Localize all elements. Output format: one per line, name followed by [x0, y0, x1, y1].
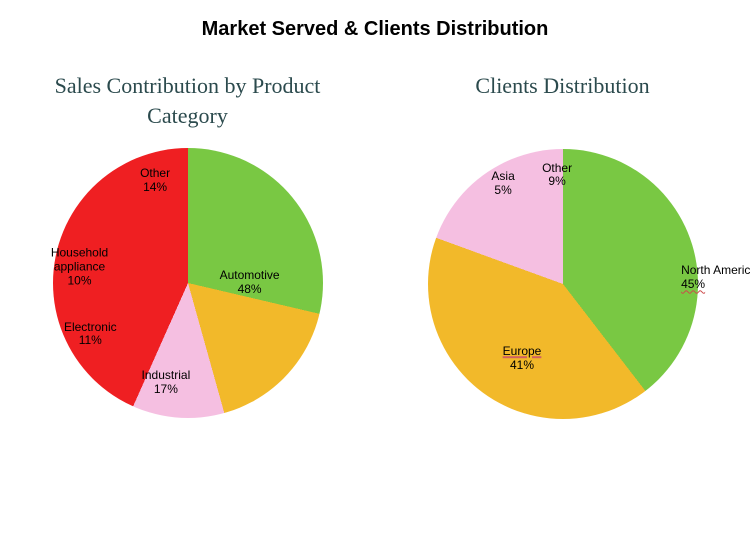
label-text: Asia	[491, 169, 514, 183]
clients-chart: Clients Distribution Other 9% North Amer…	[413, 71, 713, 419]
label-value: 11%	[64, 335, 117, 349]
sales-slice-household-label: Household appliance 10%	[50, 246, 110, 287]
charts-row: Sales Contribution by Product Category O…	[0, 71, 750, 419]
label-text: Household appliance	[50, 246, 110, 274]
label-text: Automotive	[220, 269, 280, 283]
label-text: Other	[542, 161, 572, 175]
label-text: Other	[140, 166, 170, 180]
label-value: 48%	[220, 283, 280, 297]
clients-slice-asia-label: Asia 5%	[491, 170, 514, 198]
clients-chart-title: Clients Distribution	[413, 71, 713, 101]
sales-slice-industrial-label: Industrial 17%	[142, 369, 191, 397]
label-text: Industrial	[142, 368, 191, 382]
sales-chart: Sales Contribution by Product Category O…	[38, 71, 338, 418]
label-text: North Americe	[681, 263, 750, 277]
clients-slice-europe-label: Europe 41%	[503, 345, 542, 373]
label-value: 5%	[491, 184, 514, 198]
label-text: Electronic	[64, 320, 117, 334]
label-value: 9%	[542, 176, 572, 190]
page-title: Market Served & Clients Distribution	[0, 18, 750, 41]
clients-slice-north-americe-label: North Americe 45%	[681, 264, 750, 292]
sales-slice-electronic-label: Electronic 11%	[64, 321, 117, 349]
sales-slice-other-label: Other 14%	[140, 167, 170, 195]
label-value: 45%	[681, 278, 750, 292]
label-value: 41%	[503, 359, 542, 373]
clients-slice-other-label: Other 9%	[542, 162, 572, 190]
sales-pie: Other 14% Automotive 48% Industrial 17% …	[53, 148, 323, 418]
sales-chart-title: Sales Contribution by Product Category	[38, 71, 338, 130]
label-value: 10%	[50, 274, 110, 288]
label-value: 17%	[142, 383, 191, 397]
clients-pie: Other 9% North Americe 45% Europe 41% As…	[428, 149, 698, 419]
label-value: 14%	[140, 181, 170, 195]
label-text: Europe	[503, 344, 542, 358]
sales-slice-automotive-label: Automotive 48%	[220, 270, 280, 298]
